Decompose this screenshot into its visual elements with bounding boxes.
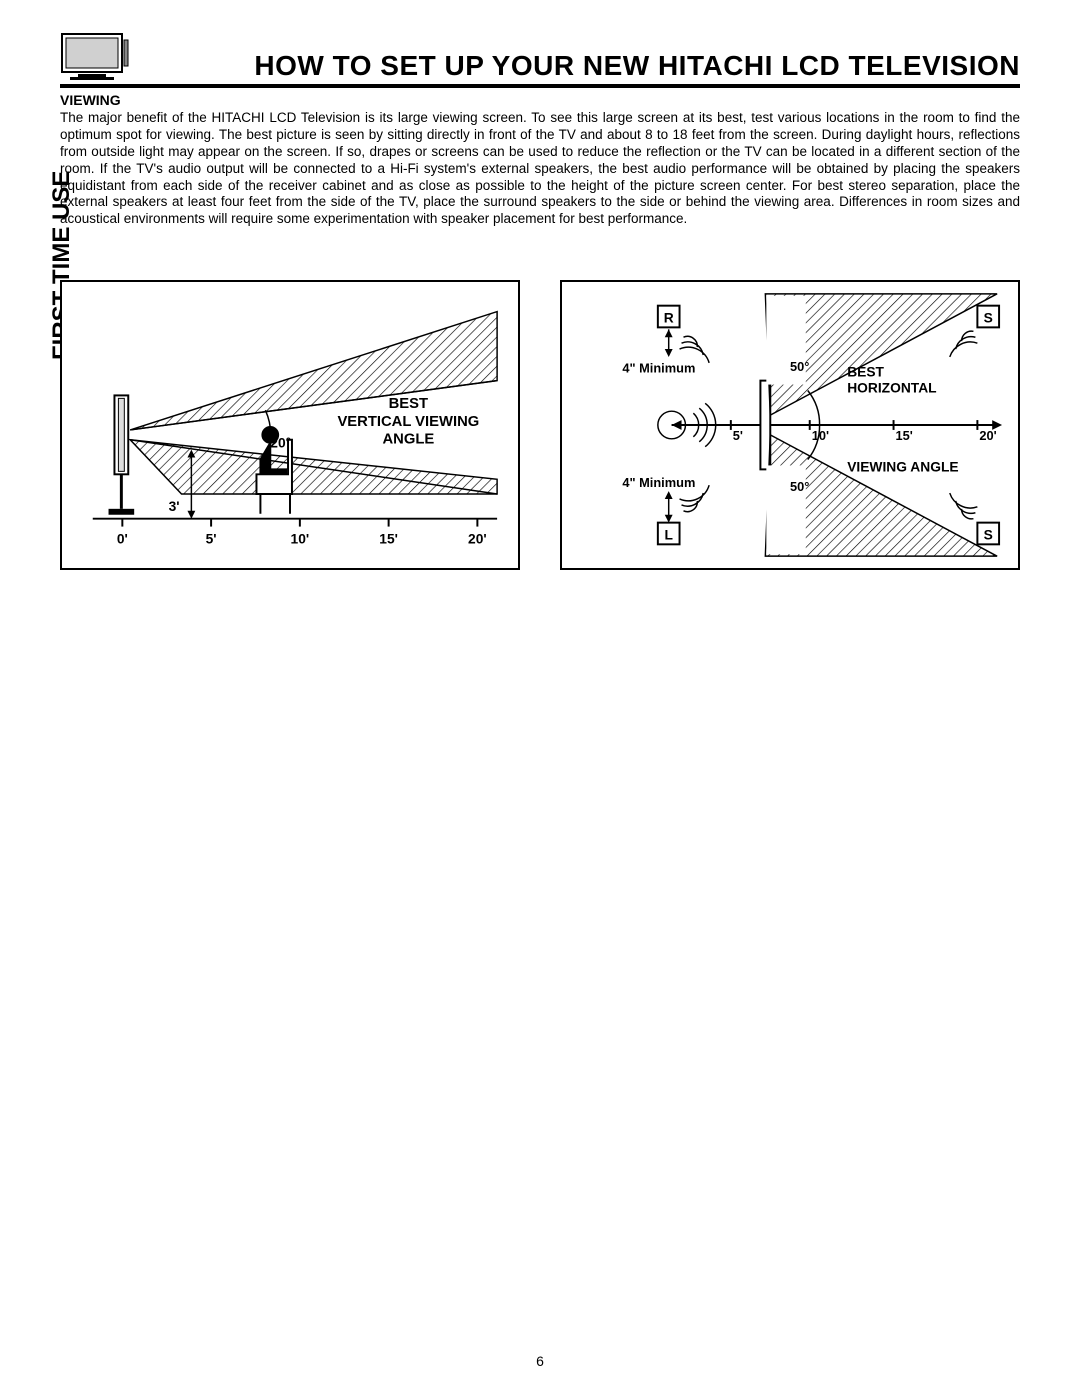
label-r: R [664,310,674,325]
htick-5: 5' [733,428,743,443]
vtitle-2: VERTICAL VIEWING [337,414,479,430]
speaker-r: R [658,306,709,363]
page-title: HOW TO SET UP YOUR NEW HITACHI LCD TELEV… [200,50,1020,82]
htitle-3: VIEWING ANGLE [847,459,958,474]
angle-50-top: 50° [790,359,809,374]
height-3ft: 3' [169,499,180,514]
section-heading: VIEWING [60,92,121,108]
label-s-top: S [984,310,993,325]
min-bot: 4" Minimum [622,475,695,490]
htick-10: 10' [812,428,829,443]
htitle-2: HORIZONTAL [847,380,936,395]
vtitle-3: ANGLE [382,432,434,448]
label-l: L [664,527,672,542]
page-number: 6 [0,1353,1080,1369]
vtitle-1: BEST [389,396,428,412]
htitle-1: BEST [847,365,884,380]
speaker-l: L [658,485,709,544]
min-top: 4" Minimum [622,361,695,376]
tick-0: 0' [117,531,128,546]
body-paragraph: The major benefit of the HITACHI LCD Tel… [60,110,1020,228]
speaker-center-icon [658,403,716,446]
tick-10: 10' [291,531,310,546]
diagram-horizontal-viewing: 5' 10' 15' 20' 50° [560,280,1020,570]
tick-5: 5' [206,531,217,546]
diagrams-row: 0' 5' 10' 15' 20' [60,280,1020,570]
diagram-vertical-viewing: 0' 5' 10' 15' 20' [60,280,520,570]
label-s-bot: S [984,527,993,542]
tv-icon [60,30,130,85]
angle-50-bot: 50° [790,479,809,494]
header-rule [60,84,1020,88]
tick-15: 15' [379,531,398,546]
tv-side-icon [109,395,135,514]
htick-20: 20' [979,428,996,443]
htick-15: 15' [896,428,913,443]
tick-20: 20' [468,531,487,546]
manual-page: HOW TO SET UP YOUR NEW HITACHI LCD TELEV… [0,0,1080,1397]
